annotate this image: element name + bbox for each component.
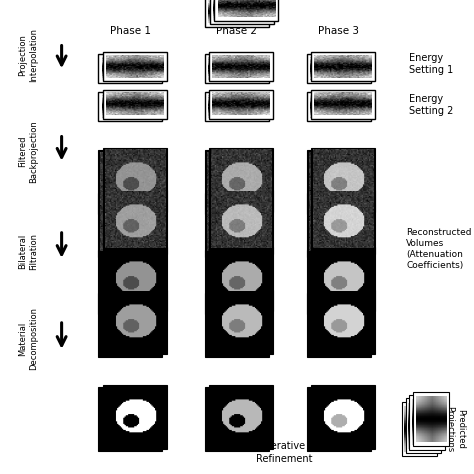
Text: Projection
Interpolation: Projection Interpolation: [18, 28, 38, 82]
Bar: [307, 54, 371, 83]
Bar: [205, 92, 269, 121]
Text: Reconstructed
Volumes
(Attenuation
Coefficients): Reconstructed Volumes (Attenuation Coeff…: [406, 228, 472, 270]
Bar: [102, 90, 167, 119]
Bar: [307, 250, 371, 314]
Text: Phase 2: Phase 2: [217, 26, 257, 36]
Bar: [307, 292, 371, 357]
Bar: [99, 193, 162, 257]
Bar: [210, 148, 273, 212]
Bar: [214, 0, 279, 21]
Bar: [311, 52, 375, 81]
Bar: [102, 148, 167, 212]
Bar: [99, 250, 162, 314]
Bar: [99, 292, 162, 357]
Bar: [311, 90, 375, 119]
Bar: [307, 92, 371, 121]
Text: Phase 1: Phase 1: [110, 26, 151, 36]
Bar: [413, 392, 448, 447]
Bar: [311, 290, 375, 354]
Bar: [205, 292, 269, 357]
Bar: [99, 151, 162, 215]
Bar: [210, 247, 273, 311]
Bar: [210, 190, 273, 254]
Bar: [210, 0, 274, 24]
Bar: [205, 0, 269, 27]
Bar: [410, 395, 445, 449]
Bar: [205, 54, 269, 83]
Bar: [311, 247, 375, 311]
Bar: [102, 385, 167, 448]
Bar: [210, 385, 273, 448]
Bar: [205, 193, 269, 257]
Bar: [102, 290, 167, 354]
Bar: [205, 388, 269, 451]
Bar: [307, 151, 371, 215]
Bar: [102, 190, 167, 254]
Bar: [311, 148, 375, 212]
Text: Energy
Setting 2: Energy Setting 2: [409, 94, 453, 117]
Bar: [99, 92, 162, 121]
Bar: [205, 151, 269, 215]
Text: Filtered
Backprojection: Filtered Backprojection: [18, 120, 38, 183]
Bar: [205, 250, 269, 314]
Bar: [210, 290, 273, 354]
Bar: [99, 388, 162, 451]
Bar: [102, 52, 167, 81]
Bar: [99, 54, 162, 83]
Text: Iterative
Refinement: Iterative Refinement: [256, 441, 313, 464]
Text: Bilateral
Filtration: Bilateral Filtration: [18, 233, 38, 270]
Bar: [307, 388, 371, 451]
Text: Material
Decomposition: Material Decomposition: [18, 308, 38, 370]
Bar: [210, 90, 273, 119]
Bar: [210, 52, 273, 81]
Bar: [311, 385, 375, 448]
Bar: [405, 398, 441, 453]
Bar: [402, 402, 437, 456]
Text: Energy
Setting 1: Energy Setting 1: [409, 53, 453, 75]
Bar: [307, 193, 371, 257]
Bar: [102, 247, 167, 311]
Text: Phase 3: Phase 3: [319, 26, 359, 36]
Text: Predicted
Projections: Predicted Projections: [445, 406, 465, 452]
Bar: [311, 190, 375, 254]
